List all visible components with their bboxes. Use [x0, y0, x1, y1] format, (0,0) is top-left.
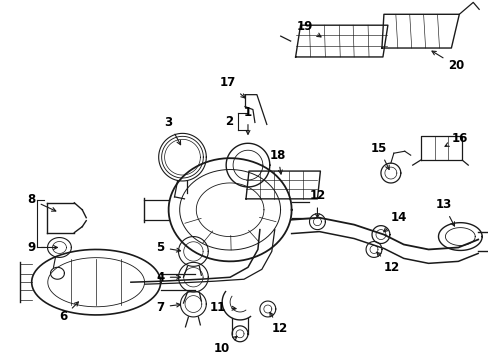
Text: 9: 9 — [27, 241, 57, 254]
Text: 11: 11 — [210, 301, 236, 314]
Text: 2: 2 — [225, 115, 233, 128]
Text: 6: 6 — [59, 302, 78, 323]
Text: 16: 16 — [445, 132, 468, 147]
Text: 14: 14 — [384, 211, 407, 232]
Text: 15: 15 — [371, 142, 389, 170]
Text: 12: 12 — [270, 312, 288, 336]
Text: 7: 7 — [157, 301, 180, 314]
Text: 8: 8 — [27, 193, 56, 211]
Text: 12: 12 — [309, 189, 325, 218]
Text: 1: 1 — [244, 106, 252, 134]
Text: 5: 5 — [156, 241, 180, 254]
Text: 20: 20 — [432, 51, 465, 72]
Text: 18: 18 — [270, 149, 286, 174]
Text: 13: 13 — [435, 198, 455, 226]
Text: 3: 3 — [165, 116, 181, 145]
Text: 19: 19 — [296, 20, 321, 37]
Text: 10: 10 — [214, 336, 237, 355]
Text: 17: 17 — [220, 76, 245, 98]
Text: 4: 4 — [156, 271, 180, 284]
Text: 12: 12 — [377, 252, 400, 274]
